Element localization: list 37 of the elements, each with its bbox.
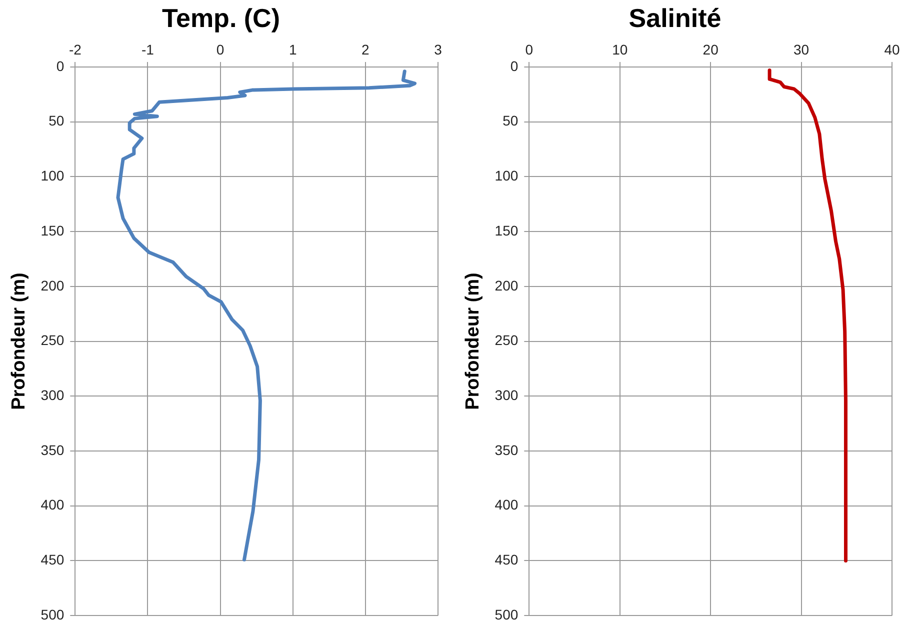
chart-title: Salinité: [628, 2, 722, 33]
chart-title: Temp. (C): [162, 2, 280, 33]
y-tick-label: 250: [494, 332, 518, 348]
x-tick-label: 30: [794, 41, 810, 58]
y-tick-label: 250: [40, 332, 64, 348]
y-tick-label: 450: [40, 552, 64, 568]
y-tick-label: 0: [510, 58, 518, 74]
x-tick-label: 2: [362, 41, 370, 58]
y-tick-label: 300: [494, 387, 518, 404]
y-tick-label: 100: [494, 168, 518, 184]
x-tick-label: 20: [702, 41, 719, 58]
y-tick-label: 500: [40, 606, 64, 622]
x-tick-label: 40: [884, 41, 900, 58]
x-tick-label: 10: [612, 41, 628, 58]
y-tick-label: 50: [48, 112, 64, 129]
y-tick-label: 450: [494, 552, 518, 568]
x-tick-label: -2: [68, 41, 82, 58]
y-tick-label: 400: [494, 496, 518, 513]
y-tick-label: 350: [494, 442, 518, 458]
x-tick-label: -1: [142, 41, 154, 58]
x-tick-label: 0: [525, 41, 534, 58]
y-axis-title: Profondeur (m): [462, 272, 484, 410]
y-tick-label: 100: [40, 168, 64, 184]
y-tick-label: 150: [494, 222, 518, 238]
y-tick-label: 150: [40, 222, 64, 238]
y-tick-label: 200: [494, 277, 518, 294]
y-tick-label: 500: [494, 606, 518, 622]
x-tick-label: 0: [216, 41, 224, 58]
y-tick-label: 350: [40, 442, 64, 458]
x-tick-label: 1: [288, 41, 297, 58]
y-tick-label: 400: [40, 496, 64, 513]
y-tick-label: 50: [502, 112, 518, 129]
x-tick-label: 3: [434, 41, 442, 58]
y-axis-title: Profondeur (m): [8, 272, 30, 410]
y-tick-label: 200: [40, 277, 64, 294]
y-tick-label: 300: [40, 387, 64, 404]
y-tick-label: 0: [56, 58, 64, 74]
